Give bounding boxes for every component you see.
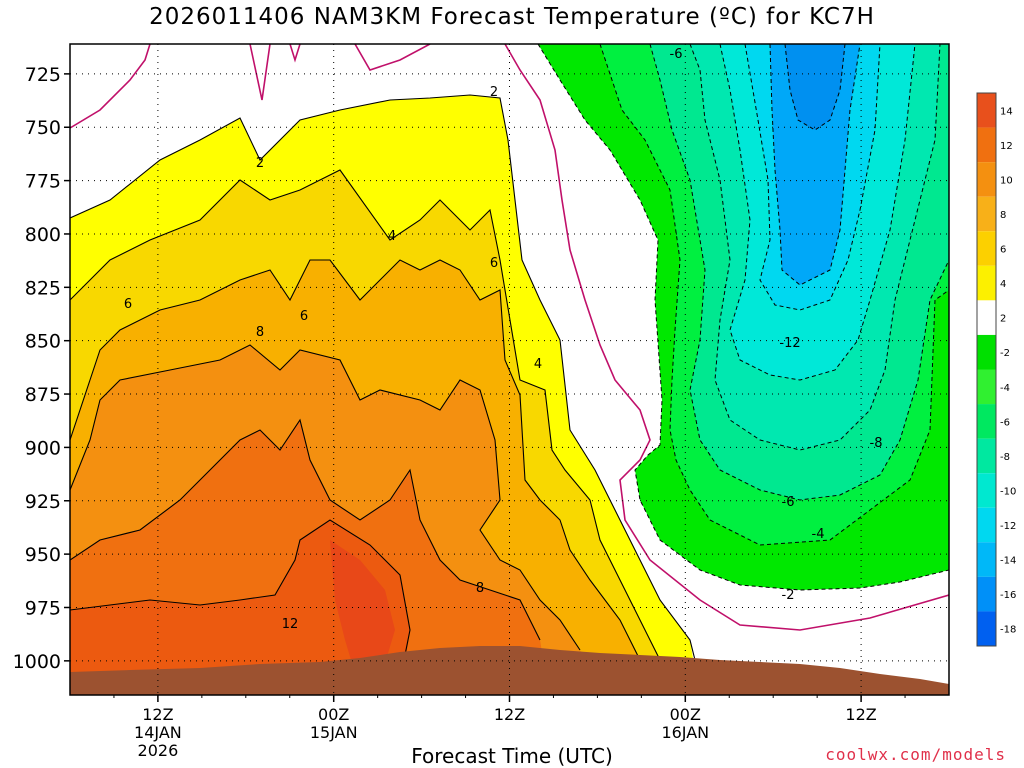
y-tick-label: 800: [25, 224, 61, 246]
colorbar-swatch: [977, 231, 996, 266]
colorbar-label: 2: [1000, 314, 1006, 325]
y-tick-label: 875: [25, 384, 61, 406]
colorbar-label: -12: [1000, 521, 1016, 532]
contour-fills: [70, 44, 949, 695]
x-tick-label: 00Z: [670, 705, 701, 724]
contour-label: 4: [388, 229, 396, 244]
x-tick-label: 12Z: [142, 705, 173, 724]
y-tick-label: 750: [25, 117, 61, 139]
y-tick-label: 900: [25, 437, 61, 459]
colorbar-label: 6: [1000, 245, 1006, 256]
contour-label: 6: [490, 256, 498, 271]
colorbar-swatch: [977, 542, 996, 577]
contour-label: 6: [124, 297, 132, 312]
colorbar-swatch: [977, 127, 996, 163]
colorbar-swatch: [977, 196, 996, 232]
colorbar-label: -6: [1000, 417, 1010, 428]
colorbar-swatch: [977, 438, 996, 474]
y-tick-label: 775: [25, 171, 61, 193]
y-tick-label: 950: [25, 544, 61, 566]
y-tick-label: 825: [25, 277, 61, 299]
fill-minus-16: [785, 44, 845, 130]
contour-label: 6: [300, 309, 308, 324]
colorbar-frame: [976, 92, 997, 647]
contour-label: 2: [256, 156, 264, 171]
colorbar-label: 14: [1000, 106, 1013, 117]
x-tick-sublabel: 16JAN: [661, 723, 709, 742]
x-tick-sublabel: 15JAN: [310, 723, 358, 742]
x-tick-label: 12Z: [845, 705, 876, 724]
contour-label: -4: [812, 527, 825, 542]
colorbar-swatch: [977, 576, 996, 612]
colorbar-swatch: [977, 507, 996, 543]
contour-label: -12: [779, 336, 800, 351]
contour-label: -6: [782, 495, 795, 510]
colorbar-swatch: [977, 162, 996, 197]
y-tick-label: 725: [25, 64, 61, 86]
freezing-line: [70, 44, 949, 631]
x-tick-label: 00Z: [318, 705, 349, 724]
y-axis: 725 750 775 800 825 850 875 900 925 950 975 1000: [13, 64, 70, 673]
contour-label: 8: [476, 581, 484, 596]
colorbar-swatch: [977, 404, 996, 439]
gridlines: [70, 44, 949, 695]
colorbar-swatch: [977, 300, 996, 335]
contour-label: 4: [534, 357, 542, 372]
contour-label: -2: [782, 588, 795, 603]
contour-label: 12: [282, 617, 299, 632]
contour-label: -8: [870, 436, 883, 451]
fill-minus-14: [770, 44, 860, 285]
colorbar-label: -18: [1000, 625, 1016, 636]
fill-plus-14: [330, 540, 395, 690]
contour-label: 8: [256, 325, 264, 340]
colorbar-label: -10: [1000, 486, 1016, 497]
x-tick-sublabel: 14JAN: [134, 723, 182, 742]
colorbar-swatch: [977, 611, 996, 646]
colorbar-swatch: [977, 334, 996, 370]
terrain: [70, 646, 949, 695]
colorbar-swatch: [977, 265, 996, 301]
chart-title: 2026011406 NAM3KM Forecast Temperature (…: [149, 4, 875, 30]
colorbar-label: 12: [1000, 141, 1013, 152]
colorbar-label: 10: [1000, 175, 1013, 186]
contour-label: -6: [670, 47, 683, 62]
y-tick-label: 975: [25, 597, 61, 619]
y-tick-label: 1000: [13, 651, 61, 673]
y-tick-label: 850: [25, 331, 61, 353]
x-tick-label: 12Z: [494, 705, 525, 724]
colorbar-swatch: [977, 473, 996, 508]
fill-plus-12: [70, 520, 410, 695]
colorbar-label: -4: [1000, 383, 1010, 394]
colorbar-label: 8: [1000, 210, 1006, 221]
colorbar-label: 4: [1000, 279, 1006, 290]
contour-label: 2: [490, 85, 498, 100]
colorbar: 14 12 10 8 6 4 2 -2 -4 -6 -8 -10 -12 -14 -16 -18: [976, 92, 1016, 647]
contour-labels: 2 2 4 4 6 6 6 8 8 12 -6 -12 -8 -6 -4 -2: [124, 47, 883, 632]
colorbar-label: -2: [1000, 348, 1010, 359]
colorbar-label: -16: [1000, 590, 1016, 601]
x-axis-title: Forecast Time (UTC): [411, 744, 613, 768]
y-tick-label: 925: [25, 491, 61, 513]
colorbar-label: -8: [1000, 452, 1010, 463]
colorbar-swatch: [977, 93, 996, 128]
x-tick-sublabel: 2026: [138, 741, 179, 760]
colorbar-swatch: [977, 369, 996, 405]
credit-link[interactable]: coolwx.com/models: [825, 745, 1006, 764]
colorbar-label: -14: [1000, 556, 1016, 567]
